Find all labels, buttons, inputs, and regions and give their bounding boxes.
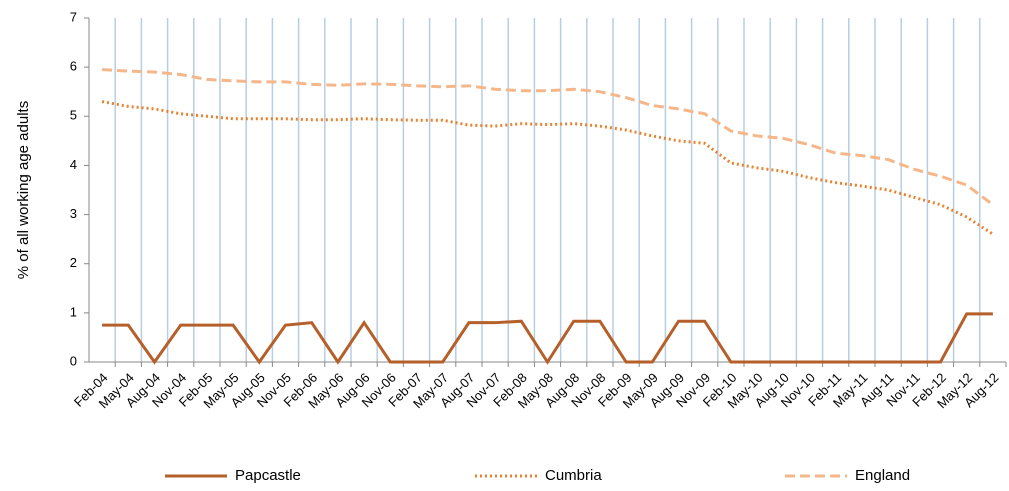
y-tick-label: 5 [70, 108, 77, 123]
y-tick-label: 7 [70, 9, 77, 24]
y-tick-label: 2 [70, 255, 77, 270]
series-line [102, 312, 993, 365]
y-axis-label: % of all working age adults [15, 101, 32, 279]
y-tick-label: 3 [70, 206, 77, 221]
legend-label: Cumbria [545, 467, 602, 484]
y-tick-label: 0 [70, 353, 77, 368]
legend-label: Papcastle [235, 467, 301, 484]
series-line [101, 100, 994, 236]
y-tick-label: 1 [70, 304, 77, 319]
series-line [102, 68, 994, 206]
legend-label: England [855, 467, 910, 484]
y-tick-label: 4 [70, 157, 77, 172]
y-tick-label: 6 [70, 59, 77, 74]
